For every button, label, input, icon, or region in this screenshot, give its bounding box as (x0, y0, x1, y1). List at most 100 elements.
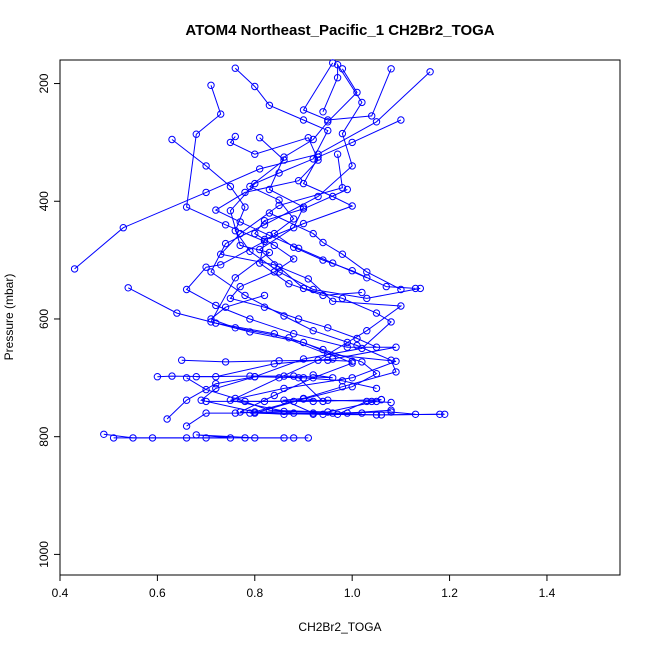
profile-line (229, 189, 377, 348)
data-point (221, 358, 230, 366)
data-point (343, 338, 351, 347)
data-point (299, 355, 308, 363)
data-point (212, 206, 220, 214)
data-point (324, 126, 332, 135)
data-point (294, 315, 303, 323)
data-point (324, 408, 332, 416)
data-point (182, 396, 191, 404)
profile-series (226, 185, 381, 351)
data-point (299, 106, 308, 114)
data-point (251, 82, 259, 91)
profile-line (206, 399, 392, 403)
data-point (392, 357, 400, 365)
data-point (256, 165, 264, 173)
data-point (246, 328, 254, 336)
data-point (221, 239, 230, 248)
data-point (251, 150, 259, 158)
profile-series (70, 68, 434, 273)
data-point (231, 324, 240, 332)
data-point (372, 343, 381, 351)
data-point (202, 188, 210, 197)
profile-line (127, 287, 445, 416)
data-point (70, 265, 79, 273)
data-point (226, 207, 235, 215)
data-point (256, 259, 264, 267)
data-point (358, 358, 366, 366)
data-point (275, 263, 283, 271)
profile-series (168, 135, 424, 303)
data-point (290, 372, 298, 380)
data-point (192, 431, 201, 439)
data-point (348, 383, 356, 391)
data-point (246, 315, 254, 323)
data-point (329, 355, 337, 363)
data-point (270, 268, 278, 276)
data-point (221, 221, 230, 229)
data-point (202, 162, 210, 170)
x-tick-label: 0.8 (246, 586, 263, 600)
x-axis: 0.4 0.6 0.8 1.0 1.2 1.4 (52, 575, 556, 600)
profile-series (182, 407, 420, 430)
data-point (119, 224, 128, 232)
y-tick-label: 600 (37, 309, 51, 329)
data-point (294, 177, 303, 185)
profile-line (186, 410, 416, 427)
data-point (299, 116, 308, 124)
data-point (392, 368, 400, 376)
data-point (202, 385, 210, 394)
data-point (212, 319, 220, 327)
profile-line (214, 136, 367, 279)
data-point (294, 244, 303, 253)
data-point (397, 302, 405, 310)
data-point (260, 303, 269, 311)
data-point (436, 410, 444, 418)
data-point (343, 185, 351, 194)
data-point (280, 396, 288, 404)
data-point (256, 134, 264, 142)
series-group (70, 59, 449, 442)
data-point (372, 370, 381, 378)
data-point (338, 377, 347, 385)
data-point (387, 398, 395, 407)
data-point (333, 74, 342, 82)
data-point (299, 338, 308, 347)
data-point (299, 219, 308, 228)
data-point (348, 162, 356, 170)
data-point (416, 284, 424, 293)
data-point (251, 229, 259, 238)
data-point (221, 303, 230, 311)
data-point (280, 153, 288, 161)
data-point (426, 68, 434, 76)
y-tick-label: 1000 (37, 541, 51, 568)
y-axis: 200 400 600 800 1000 (37, 73, 60, 568)
x-tick-label: 1.0 (344, 586, 361, 600)
data-point (358, 98, 366, 107)
data-point (299, 284, 308, 293)
data-point (285, 280, 293, 288)
data-point (226, 182, 235, 191)
x-axis-label: CH2Br2_TOGA (298, 620, 381, 634)
data-point (270, 391, 278, 400)
data-point (309, 409, 317, 417)
data-point (290, 434, 298, 442)
data-point (372, 384, 381, 393)
data-point (246, 182, 254, 191)
data-point (392, 343, 400, 351)
data-point (397, 116, 405, 124)
data-point (324, 324, 332, 332)
data-point (182, 422, 191, 430)
data-point (207, 81, 215, 90)
data-point (182, 285, 191, 294)
data-point (168, 135, 176, 144)
data-point (319, 397, 327, 406)
data-point (319, 108, 327, 116)
data-point (236, 282, 244, 291)
profile-series (163, 373, 381, 423)
data-point (387, 408, 395, 416)
data-point (226, 294, 235, 303)
data-point (153, 373, 162, 381)
data-point (202, 434, 210, 442)
data-point (397, 285, 405, 294)
data-point (202, 397, 210, 406)
data-point (202, 263, 210, 271)
